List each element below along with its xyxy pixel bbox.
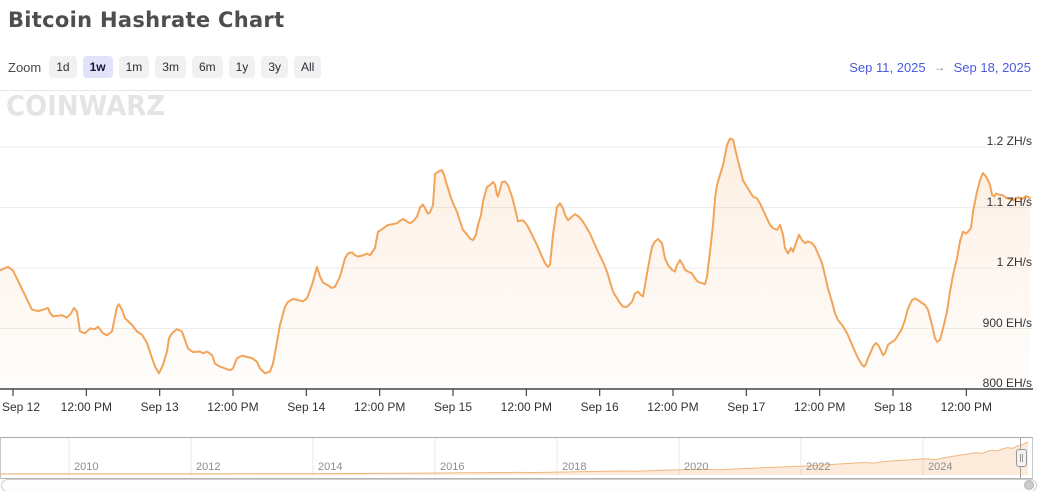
chart-plot-area[interactable] [0,95,1033,389]
range-button-1m[interactable]: 1m [118,56,150,78]
navigator-mini-chart [1,438,1029,476]
zoom-range-buttons: 1d 1w 1m 3m 6m 1y 3y All [49,56,322,78]
range-button-3y[interactable]: 3y [261,56,288,78]
navigator-year-label: 2018 [562,461,587,473]
navigator-year-label: 2020 [684,461,709,473]
zoom-label: Zoom [8,59,42,75]
range-button-6m[interactable]: 6m [191,56,223,78]
navigator-year-label: 2016 [440,461,465,473]
range-selector-toolbar: Zoom 1d 1w 1m 3m 6m 1y 3y All Sep 11, 2025 → Se… [8,56,1031,78]
navigator-year-label: 2022 [806,461,831,473]
coinwarz-logo: COINWARZ [6,91,166,123]
chart-navigator[interactable]: 2010 2012 2014 2016 2018 2020 2022 2024 [0,437,1033,479]
scrollbar-thumb[interactable] [1024,480,1034,490]
page-title: Bitcoin Hashrate Chart [8,8,285,32]
navigator-year-label: 2010 [74,461,99,473]
toolbar-divider [0,90,1033,91]
range-start-date[interactable]: Sep 11, 2025 [849,59,926,75]
navigator-year-label: 2024 [928,461,953,473]
chart-scrollbar[interactable] [1,479,1037,491]
hashrate-area-chart [0,137,1033,396]
navigator-year-label: 2014 [318,461,343,473]
range-button-1d[interactable]: 1d [49,56,77,78]
arrow-right-icon: → [933,60,946,74]
range-button-1w[interactable]: 1w [82,56,113,78]
range-button-3m[interactable]: 3m [155,56,186,78]
navigator-year-label: 2012 [196,461,221,473]
range-button-1y[interactable]: 1y [228,56,256,78]
date-range: Sep 11, 2025 → Sep 18, 2025 [849,60,1031,75]
range-button-all[interactable]: All [294,56,322,78]
navigator-handle[interactable] [1016,449,1027,467]
range-end-date[interactable]: Sep 18, 2025 [953,59,1031,75]
